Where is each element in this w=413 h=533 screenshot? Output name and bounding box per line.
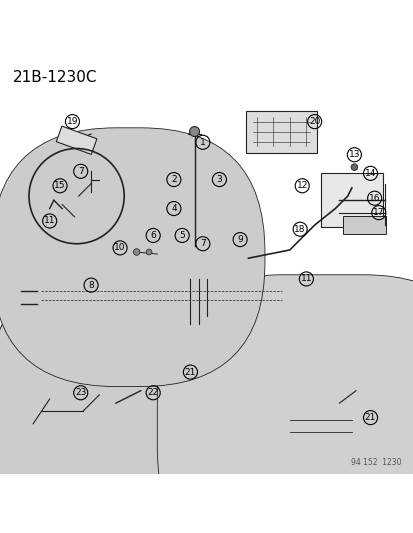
FancyBboxPatch shape bbox=[0, 128, 264, 386]
FancyBboxPatch shape bbox=[157, 275, 413, 533]
FancyBboxPatch shape bbox=[246, 111, 316, 152]
Text: 13: 13 bbox=[348, 150, 359, 159]
Circle shape bbox=[146, 249, 152, 255]
Text: 94 152  1230: 94 152 1230 bbox=[350, 458, 401, 467]
Polygon shape bbox=[56, 126, 97, 155]
Text: 6: 6 bbox=[150, 231, 156, 240]
Text: 20: 20 bbox=[308, 117, 320, 126]
Ellipse shape bbox=[33, 428, 41, 436]
Circle shape bbox=[350, 164, 357, 171]
Ellipse shape bbox=[312, 318, 332, 339]
Circle shape bbox=[189, 126, 199, 136]
Text: 15: 15 bbox=[54, 181, 66, 190]
Text: 18: 18 bbox=[294, 225, 305, 234]
Text: 3: 3 bbox=[216, 175, 222, 184]
FancyBboxPatch shape bbox=[204, 314, 299, 343]
FancyBboxPatch shape bbox=[27, 273, 64, 314]
FancyBboxPatch shape bbox=[225, 297, 287, 322]
FancyBboxPatch shape bbox=[342, 216, 385, 234]
Text: 11: 11 bbox=[300, 274, 311, 284]
Text: 1: 1 bbox=[199, 138, 205, 147]
Text: 2: 2 bbox=[171, 175, 176, 184]
Ellipse shape bbox=[260, 314, 301, 343]
Text: 23: 23 bbox=[75, 388, 86, 397]
FancyBboxPatch shape bbox=[320, 173, 382, 227]
Text: 5: 5 bbox=[179, 231, 185, 240]
FancyBboxPatch shape bbox=[157, 217, 231, 258]
Text: 16: 16 bbox=[368, 193, 380, 203]
FancyBboxPatch shape bbox=[31, 277, 291, 310]
Text: 21B-1230C: 21B-1230C bbox=[12, 70, 97, 85]
Text: 9: 9 bbox=[237, 235, 242, 244]
FancyBboxPatch shape bbox=[0, 271, 264, 533]
Text: 7: 7 bbox=[78, 167, 83, 176]
Ellipse shape bbox=[293, 316, 318, 341]
Text: 22: 22 bbox=[147, 388, 159, 397]
FancyBboxPatch shape bbox=[23, 389, 118, 459]
Circle shape bbox=[133, 249, 140, 255]
FancyBboxPatch shape bbox=[145, 246, 235, 279]
Text: 7: 7 bbox=[199, 239, 205, 248]
Text: 8: 8 bbox=[88, 281, 94, 289]
Text: 4: 4 bbox=[171, 204, 176, 213]
Text: 10: 10 bbox=[114, 244, 126, 252]
Text: 21: 21 bbox=[364, 413, 375, 422]
Text: 17: 17 bbox=[372, 208, 384, 217]
Text: 12: 12 bbox=[296, 181, 307, 190]
FancyBboxPatch shape bbox=[271, 381, 382, 459]
Ellipse shape bbox=[31, 436, 52, 453]
Text: 11: 11 bbox=[44, 216, 55, 225]
Text: 14: 14 bbox=[364, 169, 375, 178]
Text: 19: 19 bbox=[66, 117, 78, 126]
Text: 21: 21 bbox=[184, 368, 196, 377]
